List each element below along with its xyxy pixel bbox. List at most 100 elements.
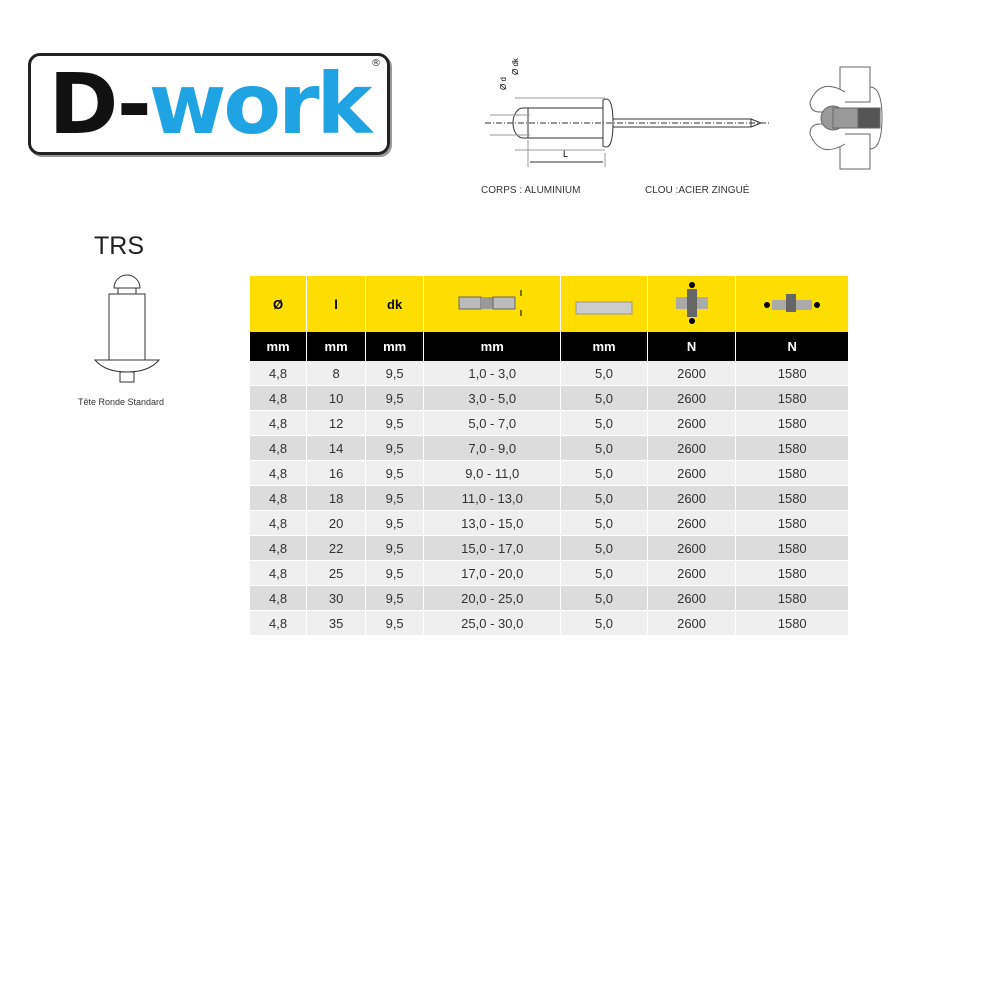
table-cell: 4,8 (248, 560, 308, 586)
table-cell: 22 (306, 535, 367, 561)
installed-rivet-diagram (809, 66, 883, 170)
table-row: 4,8 16 9,5 9,0 - 11,0 5,0 2600 1580 (248, 460, 849, 486)
table-row: 4,8 30 9,5 20,0 - 25,0 5,0 2600 1580 (248, 585, 849, 611)
tensile-force-icon (764, 293, 821, 312)
table-cell: 5,0 (560, 535, 648, 561)
unit-header: mm (560, 332, 648, 361)
label-length: L (563, 149, 568, 159)
table-cell: 9,5 (365, 460, 425, 486)
table-cell: 11,0 - 13,0 (423, 485, 562, 511)
table-row: 4,8 10 9,5 3,0 - 5,0 5,0 2600 1580 (248, 385, 849, 411)
d-work-logo: D-work ® (28, 53, 390, 155)
table-cell: 4,8 (248, 510, 308, 536)
table-cell: 1580 (735, 361, 849, 386)
table-cell: 2600 (646, 510, 737, 536)
table-cell: 12 (306, 410, 367, 436)
table-row: 4,8 14 9,5 7,0 - 9,0 5,0 2600 1580 (248, 435, 849, 461)
head-type-code: TRS (94, 232, 144, 260)
table-cell: 18 (306, 485, 367, 511)
nail-material: CLOU :ACIER ZINGUÉ (645, 185, 750, 196)
round-head-rivet-icon (93, 274, 161, 383)
table-cell: 16 (306, 460, 367, 486)
table-cell: 1580 (735, 410, 849, 436)
table-row: 4,8 25 9,5 17,0 - 20,0 5,0 2600 1580 (248, 560, 849, 586)
table-cell: 3,0 - 5,0 (423, 385, 562, 411)
table-cell: 7,0 - 9,0 (423, 435, 562, 461)
table-cell: 1580 (735, 385, 849, 411)
table-cell: 4,8 (248, 610, 308, 636)
table-cell: 5,0 (560, 560, 648, 586)
table-cell: 35 (306, 610, 367, 636)
unit-header: N (735, 332, 849, 361)
table-cell: 5,0 (560, 510, 648, 536)
table-cell: 20,0 - 25,0 (423, 585, 562, 611)
table-cell: 25 (306, 560, 367, 586)
label-d: Ø d (499, 77, 508, 90)
table-cell: 1580 (735, 535, 849, 561)
table-cell: 30 (306, 585, 367, 611)
table-cell: 9,5 (365, 385, 425, 411)
table-cell: 9,5 (365, 585, 425, 611)
table-cell: 2600 (646, 361, 737, 386)
table-cell: 17,0 - 20,0 (423, 560, 562, 586)
drill-diameter-icon (560, 276, 648, 332)
table-cell: 9,5 (365, 535, 425, 561)
table-cell: 5,0 (560, 460, 648, 486)
table-row: 4,8 8 9,5 1,0 - 3,0 5,0 2600 1580 (248, 361, 849, 386)
table-cell: 13,0 - 15,0 (423, 510, 562, 536)
table-cell: 2600 (646, 410, 737, 436)
grip-range-icon (423, 276, 562, 332)
table-cell: 2600 (646, 535, 737, 561)
table-cell: 15,0 - 17,0 (423, 535, 562, 561)
table-cell: 1580 (735, 460, 849, 486)
table-cell: 10 (306, 385, 367, 411)
table-cell: 4,8 (248, 585, 308, 611)
table-cell: 20 (306, 510, 367, 536)
column-header: Ø (248, 276, 308, 332)
table-cell: 1580 (735, 485, 849, 511)
table-cell: 2600 (646, 385, 737, 411)
table-cell: 9,5 (365, 361, 425, 386)
table-row: 4,8 22 9,5 15,0 - 17,0 5,0 2600 1580 (248, 535, 849, 561)
table-cell: 4,8 (248, 385, 308, 411)
table-cell: 4,8 (248, 535, 308, 561)
table-cell: 5,0 (560, 485, 648, 511)
table-cell: 8 (306, 361, 367, 386)
registered-mark: ® (371, 58, 381, 69)
grip-range-icon (458, 289, 522, 316)
table-cell: 5,0 (560, 610, 648, 636)
column-header: dk (365, 276, 425, 332)
logo-d: D- (48, 55, 152, 153)
table-cell: 14 (306, 435, 367, 461)
table-row: 4,8 18 9,5 11,0 - 13,0 5,0 2600 1580 (248, 485, 849, 511)
table-cell: 2600 (646, 610, 737, 636)
table-cell: 4,8 (248, 361, 308, 386)
table-cell: 5,0 (560, 410, 648, 436)
table-cell: 2600 (646, 560, 737, 586)
unit-header: mm (306, 332, 367, 361)
table-cell: 25,0 - 30,0 (423, 610, 562, 636)
table-cell: 4,8 (248, 410, 308, 436)
unit-header: N (646, 332, 737, 361)
shear-force-icon (675, 281, 708, 324)
unit-header: mm (365, 332, 425, 361)
table-cell: 9,0 - 11,0 (423, 460, 562, 486)
units-row: mm mm mm mm mm N N (248, 332, 849, 361)
table-cell: 9,5 (365, 510, 425, 536)
table-cell: 9,5 (365, 560, 425, 586)
table-cell: 1580 (735, 560, 849, 586)
table-row: 4,8 12 9,5 5,0 - 7,0 5,0 2600 1580 (248, 410, 849, 436)
table-cell: 4,8 (248, 435, 308, 461)
rivet-dimension-diagram: Ø d Ø dk L (485, 57, 770, 167)
table-cell: 9,5 (365, 485, 425, 511)
table-cell: 1580 (735, 610, 849, 636)
table-cell: 5,0 (560, 385, 648, 411)
table-cell: 1,0 - 3,0 (423, 361, 562, 386)
shear-force-icon (646, 276, 737, 332)
table-cell: 9,5 (365, 410, 425, 436)
table-cell: 5,0 - 7,0 (423, 410, 562, 436)
table-cell: 5,0 (560, 361, 648, 386)
table-cell: 9,5 (365, 435, 425, 461)
